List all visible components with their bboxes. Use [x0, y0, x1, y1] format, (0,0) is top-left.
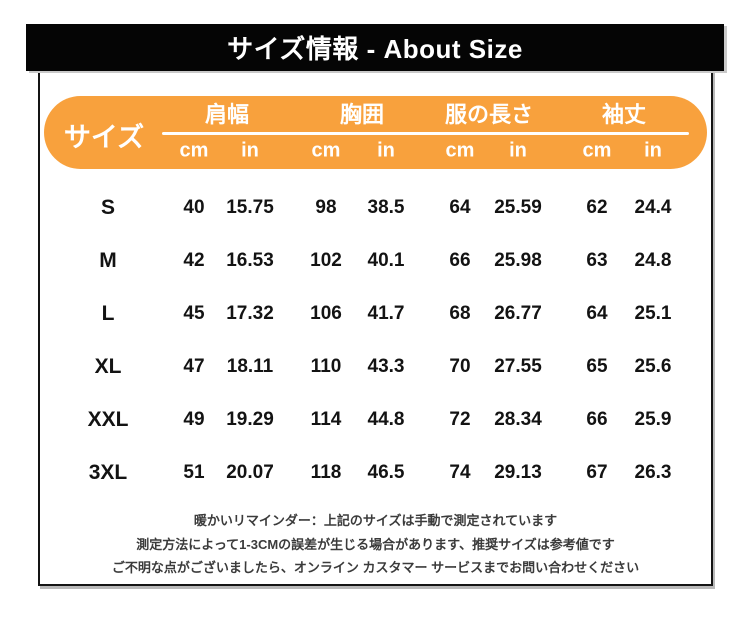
size-cell: XXL [87, 407, 129, 431]
title-bar: サイズ情報 - About Size [26, 24, 724, 71]
size-table-panel: サイズ 肩幅 胸囲 服の長さ 袖丈 cm in cm in cm in cm i… [38, 70, 713, 586]
table-row-xxl: XXL 49 19.29 114 44.8 72 28.34 66 25.9 [44, 393, 707, 446]
value-cell: 49 [183, 408, 205, 430]
value-cell: 18.11 [226, 355, 274, 377]
group-header-chest: 胸囲 [339, 102, 385, 127]
value-cell: 26.77 [494, 302, 542, 324]
value-cell: 24.4 [634, 196, 672, 218]
table-row-3xl: 3XL 51 20.07 118 46.5 74 29.13 67 26.3 [44, 446, 707, 499]
value-cell: 38.5 [367, 196, 405, 218]
value-cell: 51 [183, 461, 205, 483]
value-cell: 27.55 [494, 355, 542, 377]
value-cell: 15.75 [226, 196, 274, 218]
value-cell: 16.53 [226, 249, 274, 271]
size-column-header: サイズ [63, 122, 145, 153]
value-cell: 102 [310, 249, 342, 271]
size-cell: M [99, 248, 117, 272]
table-header: サイズ 肩幅 胸囲 服の長さ 袖丈 cm in cm in cm in cm i… [44, 96, 707, 169]
page-title: サイズ情報 - About Size [227, 34, 523, 64]
value-cell: 64 [586, 302, 608, 324]
value-cell: 25.59 [494, 196, 542, 218]
value-cell: 47 [183, 355, 205, 377]
group-header-length: 服の長さ [444, 102, 534, 127]
value-cell: 43.3 [367, 355, 405, 377]
value-cell: 46.5 [367, 461, 405, 483]
value-cell: 41.7 [367, 302, 405, 324]
table-row-xl: XL 47 18.11 110 43.3 70 27.55 65 25.6 [44, 340, 707, 393]
group-header-sleeve: 袖丈 [601, 102, 647, 127]
note-line-1: 暖かいリマインダー：上記のサイズは手動で測定されています [193, 513, 558, 528]
value-cell: 26.3 [634, 461, 672, 483]
value-cell: 25.9 [634, 408, 672, 430]
value-cell: 63 [586, 249, 608, 271]
unit-header-sleeve-in: in [644, 139, 662, 162]
value-cell: 118 [310, 461, 342, 483]
value-cell: 17.32 [226, 302, 274, 324]
value-cell: 42 [183, 249, 205, 271]
size-cell: XL [94, 354, 122, 378]
value-cell: 40.1 [367, 249, 405, 271]
value-cell: 24.8 [634, 249, 672, 271]
value-cell: 44.8 [367, 408, 405, 430]
value-cell: 28.34 [494, 408, 542, 430]
size-cell: S [100, 195, 116, 219]
note-line-2: 測定方法によって1-3CMの誤差が生じる場合があります、推奨サイズは参考値です [136, 536, 615, 552]
unit-header-shoulder-in: in [241, 139, 259, 162]
table-row-s: S 40 15.75 98 38.5 64 25.59 62 24.4 [44, 181, 707, 234]
value-cell: 66 [449, 249, 471, 271]
unit-header-sleeve-cm: cm [582, 139, 612, 162]
value-cell: 70 [449, 355, 471, 377]
size-cell: 3XL [88, 460, 128, 484]
value-cell: 68 [449, 302, 471, 324]
value-cell: 40 [183, 196, 205, 218]
table-body: S 40 15.75 98 38.5 64 25.59 62 24.4 M 42… [44, 181, 707, 499]
table-row-l: L 45 17.32 106 41.7 68 26.77 64 25.1 [44, 287, 707, 340]
value-cell: 114 [310, 408, 342, 430]
note-line-3: ご不明な点がございましたら、オンライン カスタマー サービスまでお問い合わせくだ… [111, 560, 640, 575]
value-cell: 19.29 [226, 408, 274, 430]
value-cell: 110 [310, 355, 342, 377]
value-cell: 25.6 [634, 355, 672, 377]
unit-header-chest-in: in [377, 139, 395, 162]
header-divider-line [162, 132, 689, 135]
footer-notes: 暖かいリマインダー：上記のサイズは手動で測定されています 測定方法によって1-3… [40, 509, 711, 580]
value-cell: 29.13 [494, 461, 542, 483]
value-cell: 98 [315, 196, 337, 218]
unit-header-length-in: in [509, 139, 527, 162]
value-cell: 20.07 [226, 461, 274, 483]
value-cell: 25.1 [634, 302, 672, 324]
size-cell: L [101, 301, 115, 325]
group-header-shoulder: 肩幅 [204, 102, 250, 127]
value-cell: 67 [586, 461, 608, 483]
value-cell: 65 [586, 355, 608, 377]
value-cell: 72 [449, 408, 471, 430]
value-cell: 64 [449, 196, 471, 218]
value-cell: 45 [183, 302, 205, 324]
value-cell: 66 [586, 408, 608, 430]
value-cell: 62 [586, 196, 608, 218]
value-cell: 106 [310, 302, 342, 324]
unit-header-chest-cm: cm [311, 139, 341, 162]
unit-header-shoulder-cm: cm [179, 139, 209, 162]
unit-header-length-cm: cm [445, 139, 475, 162]
value-cell: 25.98 [494, 249, 542, 271]
value-cell: 74 [449, 461, 471, 483]
table-row-m: M 42 16.53 102 40.1 66 25.98 63 24.8 [44, 234, 707, 287]
